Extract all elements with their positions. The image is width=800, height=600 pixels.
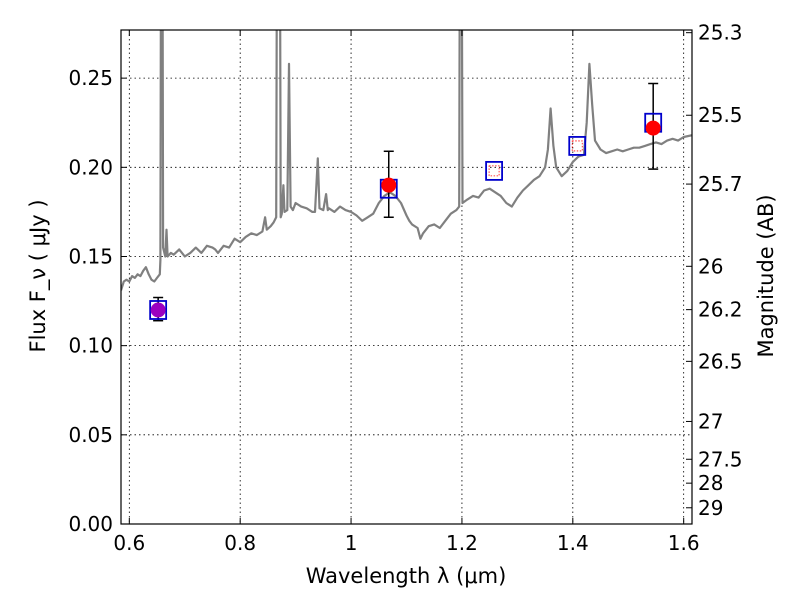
y2-tick-label: 26.5 [698, 349, 743, 373]
y-tick-label: 0.15 [68, 244, 113, 268]
y-axis-ticks: 0.00 0.05 0.10 0.15 0.20 0.25 [68, 66, 127, 536]
observed-flux-point [381, 177, 397, 193]
x-tick-label: 1 [345, 531, 358, 555]
x-axis-ticks: 0.6 0.8 1 1.2 1.4 1.6 [113, 30, 700, 555]
y-tick-label: 0.00 [68, 512, 113, 536]
x-tick-label: 1.6 [668, 531, 700, 555]
y2-tick-label: 28 [698, 471, 723, 495]
y-tick-label: 0.20 [68, 155, 113, 179]
model-photometry-square [568, 136, 587, 156]
y2-tick-label: 27.5 [698, 447, 743, 471]
y2-tick-label: 29 [698, 496, 723, 520]
y-tick-label: 0.25 [68, 66, 113, 90]
upper-limit-marker [488, 165, 500, 177]
model-spectrum [121, 30, 692, 291]
observed-flux-point [645, 120, 661, 136]
upper-limit-marker [571, 140, 583, 152]
data-markers [149, 82, 663, 322]
y2-tick-label: 27 [698, 409, 723, 433]
observed-flux-point [150, 302, 166, 318]
y2-tick-label: 25.7 [698, 172, 743, 196]
y2-tick-label: 25.3 [698, 21, 743, 45]
y-axis-title: Flux F_ν ( μJy ) [26, 199, 51, 352]
model-photometry-square [485, 160, 503, 181]
x-tick-label: 0.6 [113, 531, 145, 555]
y-tick-label: 0.05 [68, 423, 113, 447]
x-axis-title: Wavelength λ (μm) [306, 564, 507, 588]
grid-lines [121, 30, 692, 525]
x-tick-label: 1.4 [557, 531, 589, 555]
y2-axis-title: Magnitude (AB) [754, 194, 778, 357]
spectrum-line [121, 30, 692, 291]
y2-tick-label: 26 [698, 254, 723, 278]
plot-frame [120, 29, 693, 525]
x-tick-label: 0.8 [224, 531, 256, 555]
model-photometry-square [149, 300, 168, 320]
y2-tick-label: 25.5 [698, 103, 743, 127]
x-tick-label: 1.2 [446, 531, 478, 555]
y-tick-label: 0.10 [68, 334, 113, 358]
y2-tick-label: 26.2 [698, 298, 743, 322]
